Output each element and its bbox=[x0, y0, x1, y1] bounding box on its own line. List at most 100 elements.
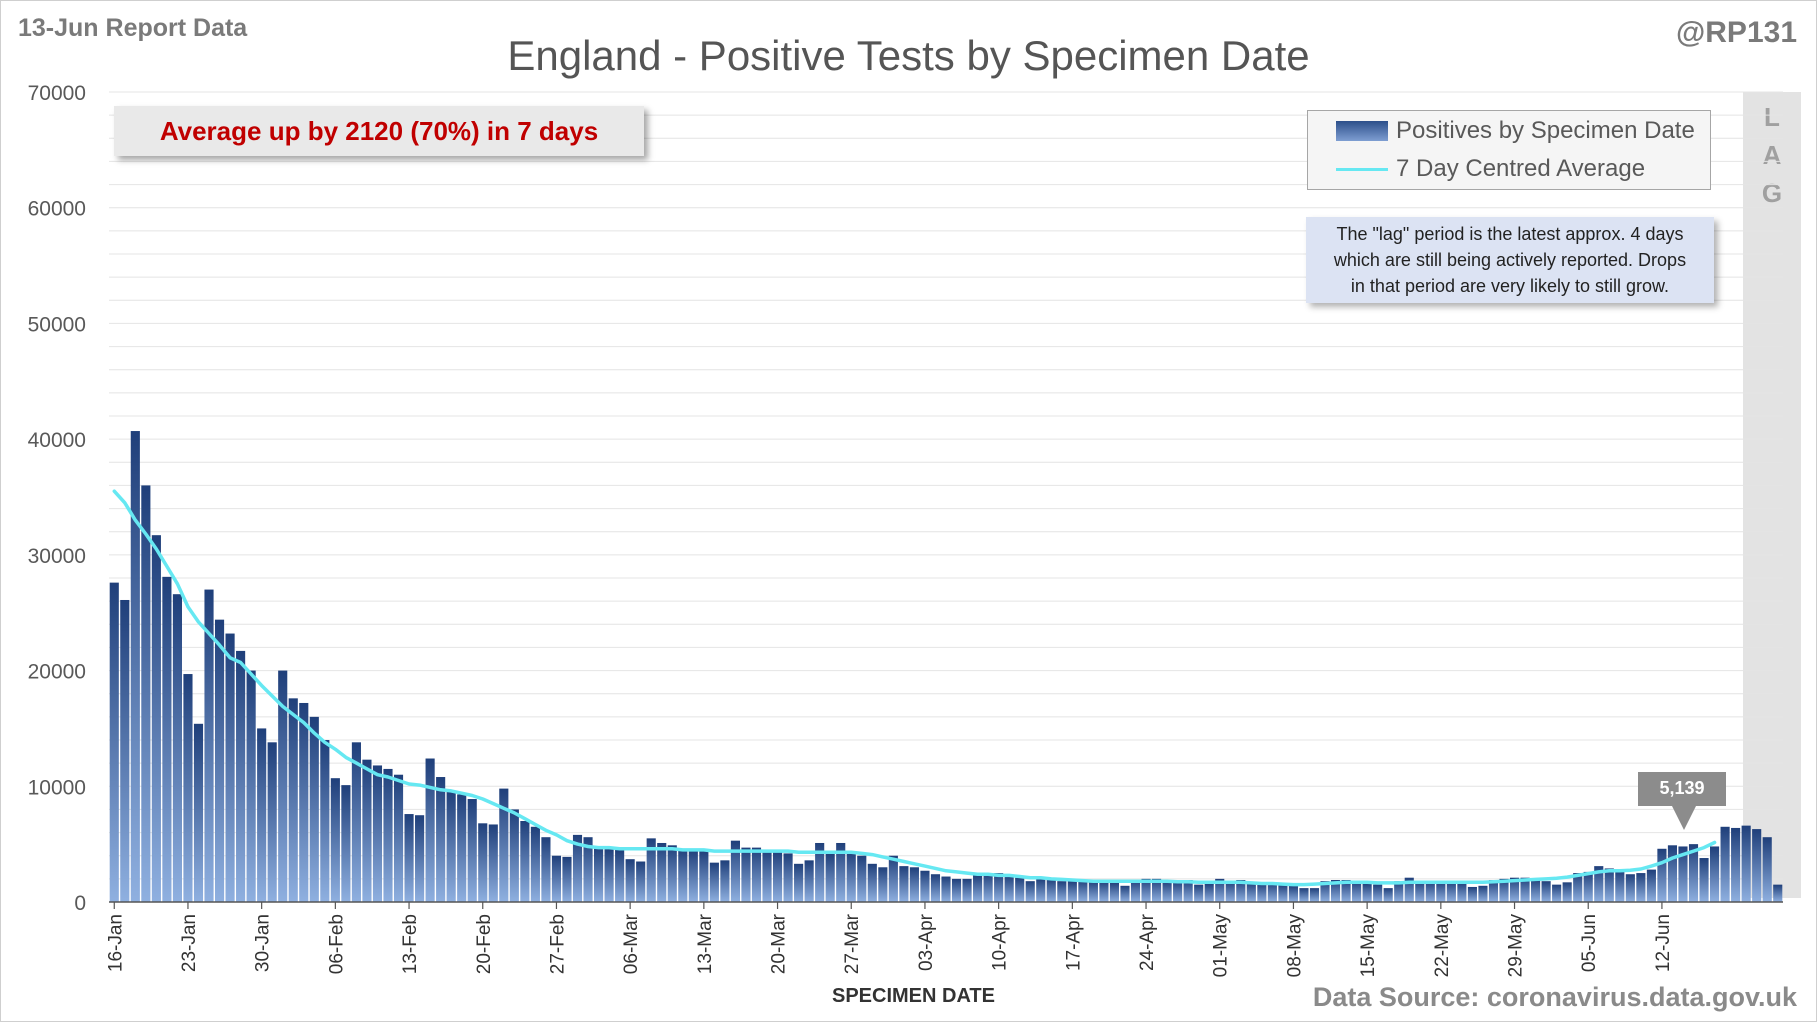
note-line-1: The "lag" period is the latest approx. 4… bbox=[1336, 224, 1684, 244]
lag-letter-a: A bbox=[1762, 140, 1782, 170]
x-tick-label: 16-Jan bbox=[105, 914, 126, 972]
positives-bar bbox=[1088, 881, 1098, 902]
positives-bar bbox=[1204, 883, 1214, 902]
positives-bar bbox=[636, 861, 646, 902]
positives-bar bbox=[951, 878, 962, 902]
positives-bar bbox=[657, 842, 667, 902]
positives-bar bbox=[625, 859, 635, 902]
positives-bar bbox=[183, 674, 193, 902]
note-line-2: which are still being actively reported.… bbox=[1333, 250, 1687, 270]
positives-bar bbox=[1278, 884, 1288, 902]
x-tick-label: 30-Jan bbox=[253, 914, 274, 972]
positives-bar bbox=[457, 794, 467, 902]
positives-bar bbox=[994, 873, 1004, 902]
positives-bar bbox=[783, 853, 793, 902]
positives-bar bbox=[1394, 881, 1404, 902]
y-tick-label: 40000 bbox=[28, 429, 86, 452]
positives-bar bbox=[1383, 888, 1393, 902]
positives-bar bbox=[1541, 881, 1551, 902]
positives-bar bbox=[1667, 845, 1678, 902]
positives-bar bbox=[383, 768, 393, 902]
legend-line-label: 7 Day Centred Average bbox=[1396, 155, 1646, 182]
positives-bar bbox=[857, 855, 867, 902]
positives-bar bbox=[1183, 880, 1193, 902]
x-tick-label: 01-May bbox=[1211, 914, 1232, 978]
x-tick-label: 13-Mar bbox=[695, 913, 716, 974]
positives-bar bbox=[1330, 880, 1341, 902]
positives-bar bbox=[204, 589, 214, 902]
positives-bar bbox=[351, 742, 361, 902]
data-source-label: Data Source: coronavirus.data.gov.uk bbox=[1312, 982, 1797, 1012]
positives-bar bbox=[1373, 884, 1383, 902]
positives-bar bbox=[1615, 870, 1625, 902]
positives-bar bbox=[1773, 884, 1783, 902]
positives-bar bbox=[594, 846, 604, 902]
positives-bar bbox=[1194, 884, 1204, 902]
positives-bar bbox=[1215, 878, 1225, 902]
legend-item-bars: Positives by Specimen Date bbox=[1336, 117, 1695, 145]
positives-bar bbox=[1362, 883, 1372, 902]
x-tick-label: 03-Apr bbox=[916, 913, 937, 971]
positives-bar bbox=[930, 874, 941, 902]
positives-bar bbox=[983, 873, 993, 902]
positives-bar bbox=[393, 774, 404, 902]
positives-bar bbox=[1625, 874, 1635, 902]
positives-bar bbox=[1573, 873, 1583, 902]
lag-shaded-region: L A G bbox=[1743, 92, 1801, 898]
positives-bar bbox=[815, 842, 825, 902]
positives-bar bbox=[415, 815, 425, 902]
x-tick-label: 24-Apr bbox=[1137, 913, 1158, 971]
positives-bar bbox=[1762, 837, 1772, 902]
positives-bar bbox=[214, 619, 225, 902]
positives-bar bbox=[193, 723, 204, 902]
positives-bar bbox=[572, 834, 583, 902]
positives-bar bbox=[278, 670, 288, 902]
positives-bar bbox=[267, 742, 277, 902]
positives-bar bbox=[1057, 881, 1067, 902]
positives-bar bbox=[562, 856, 572, 902]
x-tick-label: 12-Jun bbox=[1653, 914, 1674, 972]
positives-bar bbox=[794, 863, 804, 902]
positives-bar bbox=[109, 582, 119, 902]
positives-bar bbox=[1520, 877, 1530, 902]
positives-bar bbox=[1046, 878, 1056, 902]
positives-bar bbox=[804, 860, 814, 902]
positives-bar bbox=[762, 849, 772, 902]
positives-bar bbox=[1478, 885, 1488, 902]
positives-bar bbox=[1699, 858, 1709, 902]
positives-bar bbox=[1552, 884, 1562, 902]
positives-bar bbox=[1152, 878, 1162, 902]
positives-bar bbox=[1741, 825, 1751, 902]
positives-bar bbox=[709, 862, 719, 902]
latest-average-value-label: 5,139 bbox=[1638, 772, 1726, 806]
x-tick-label: 06-Mar bbox=[621, 913, 642, 974]
positives-bar bbox=[236, 650, 246, 902]
positives-bar bbox=[941, 876, 951, 902]
positives-bar bbox=[467, 799, 477, 902]
positives-bar bbox=[583, 837, 593, 902]
positives-bar bbox=[646, 838, 656, 902]
note-line-3: in that period are very likely to still … bbox=[1350, 276, 1670, 296]
x-tick-label: 05-Jun bbox=[1579, 914, 1600, 972]
positives-bar bbox=[1678, 846, 1688, 902]
positives-bar bbox=[320, 740, 330, 902]
x-tick-label: 29-May bbox=[1506, 914, 1527, 978]
positives-bar bbox=[604, 848, 614, 902]
positives-bar bbox=[362, 759, 372, 902]
positives-bar bbox=[436, 777, 446, 902]
x-tick-label: 20-Mar bbox=[769, 913, 790, 974]
positives-bar bbox=[899, 866, 909, 902]
positives-bar bbox=[1036, 878, 1046, 902]
positives-bar bbox=[246, 670, 256, 902]
positives-bar bbox=[1288, 885, 1298, 902]
positives-bar bbox=[1446, 881, 1456, 902]
positives-bar bbox=[1499, 878, 1509, 902]
report-date-label: 13-Jun Report Data bbox=[18, 14, 248, 42]
positives-bar bbox=[446, 790, 456, 902]
positives-bar bbox=[1173, 881, 1183, 902]
positives-bar bbox=[488, 824, 498, 902]
chart-title: England - Positive Tests by Specimen Dat… bbox=[507, 32, 1310, 79]
x-tick-label: 23-Jan bbox=[179, 914, 200, 972]
positives-bar bbox=[1120, 885, 1130, 902]
